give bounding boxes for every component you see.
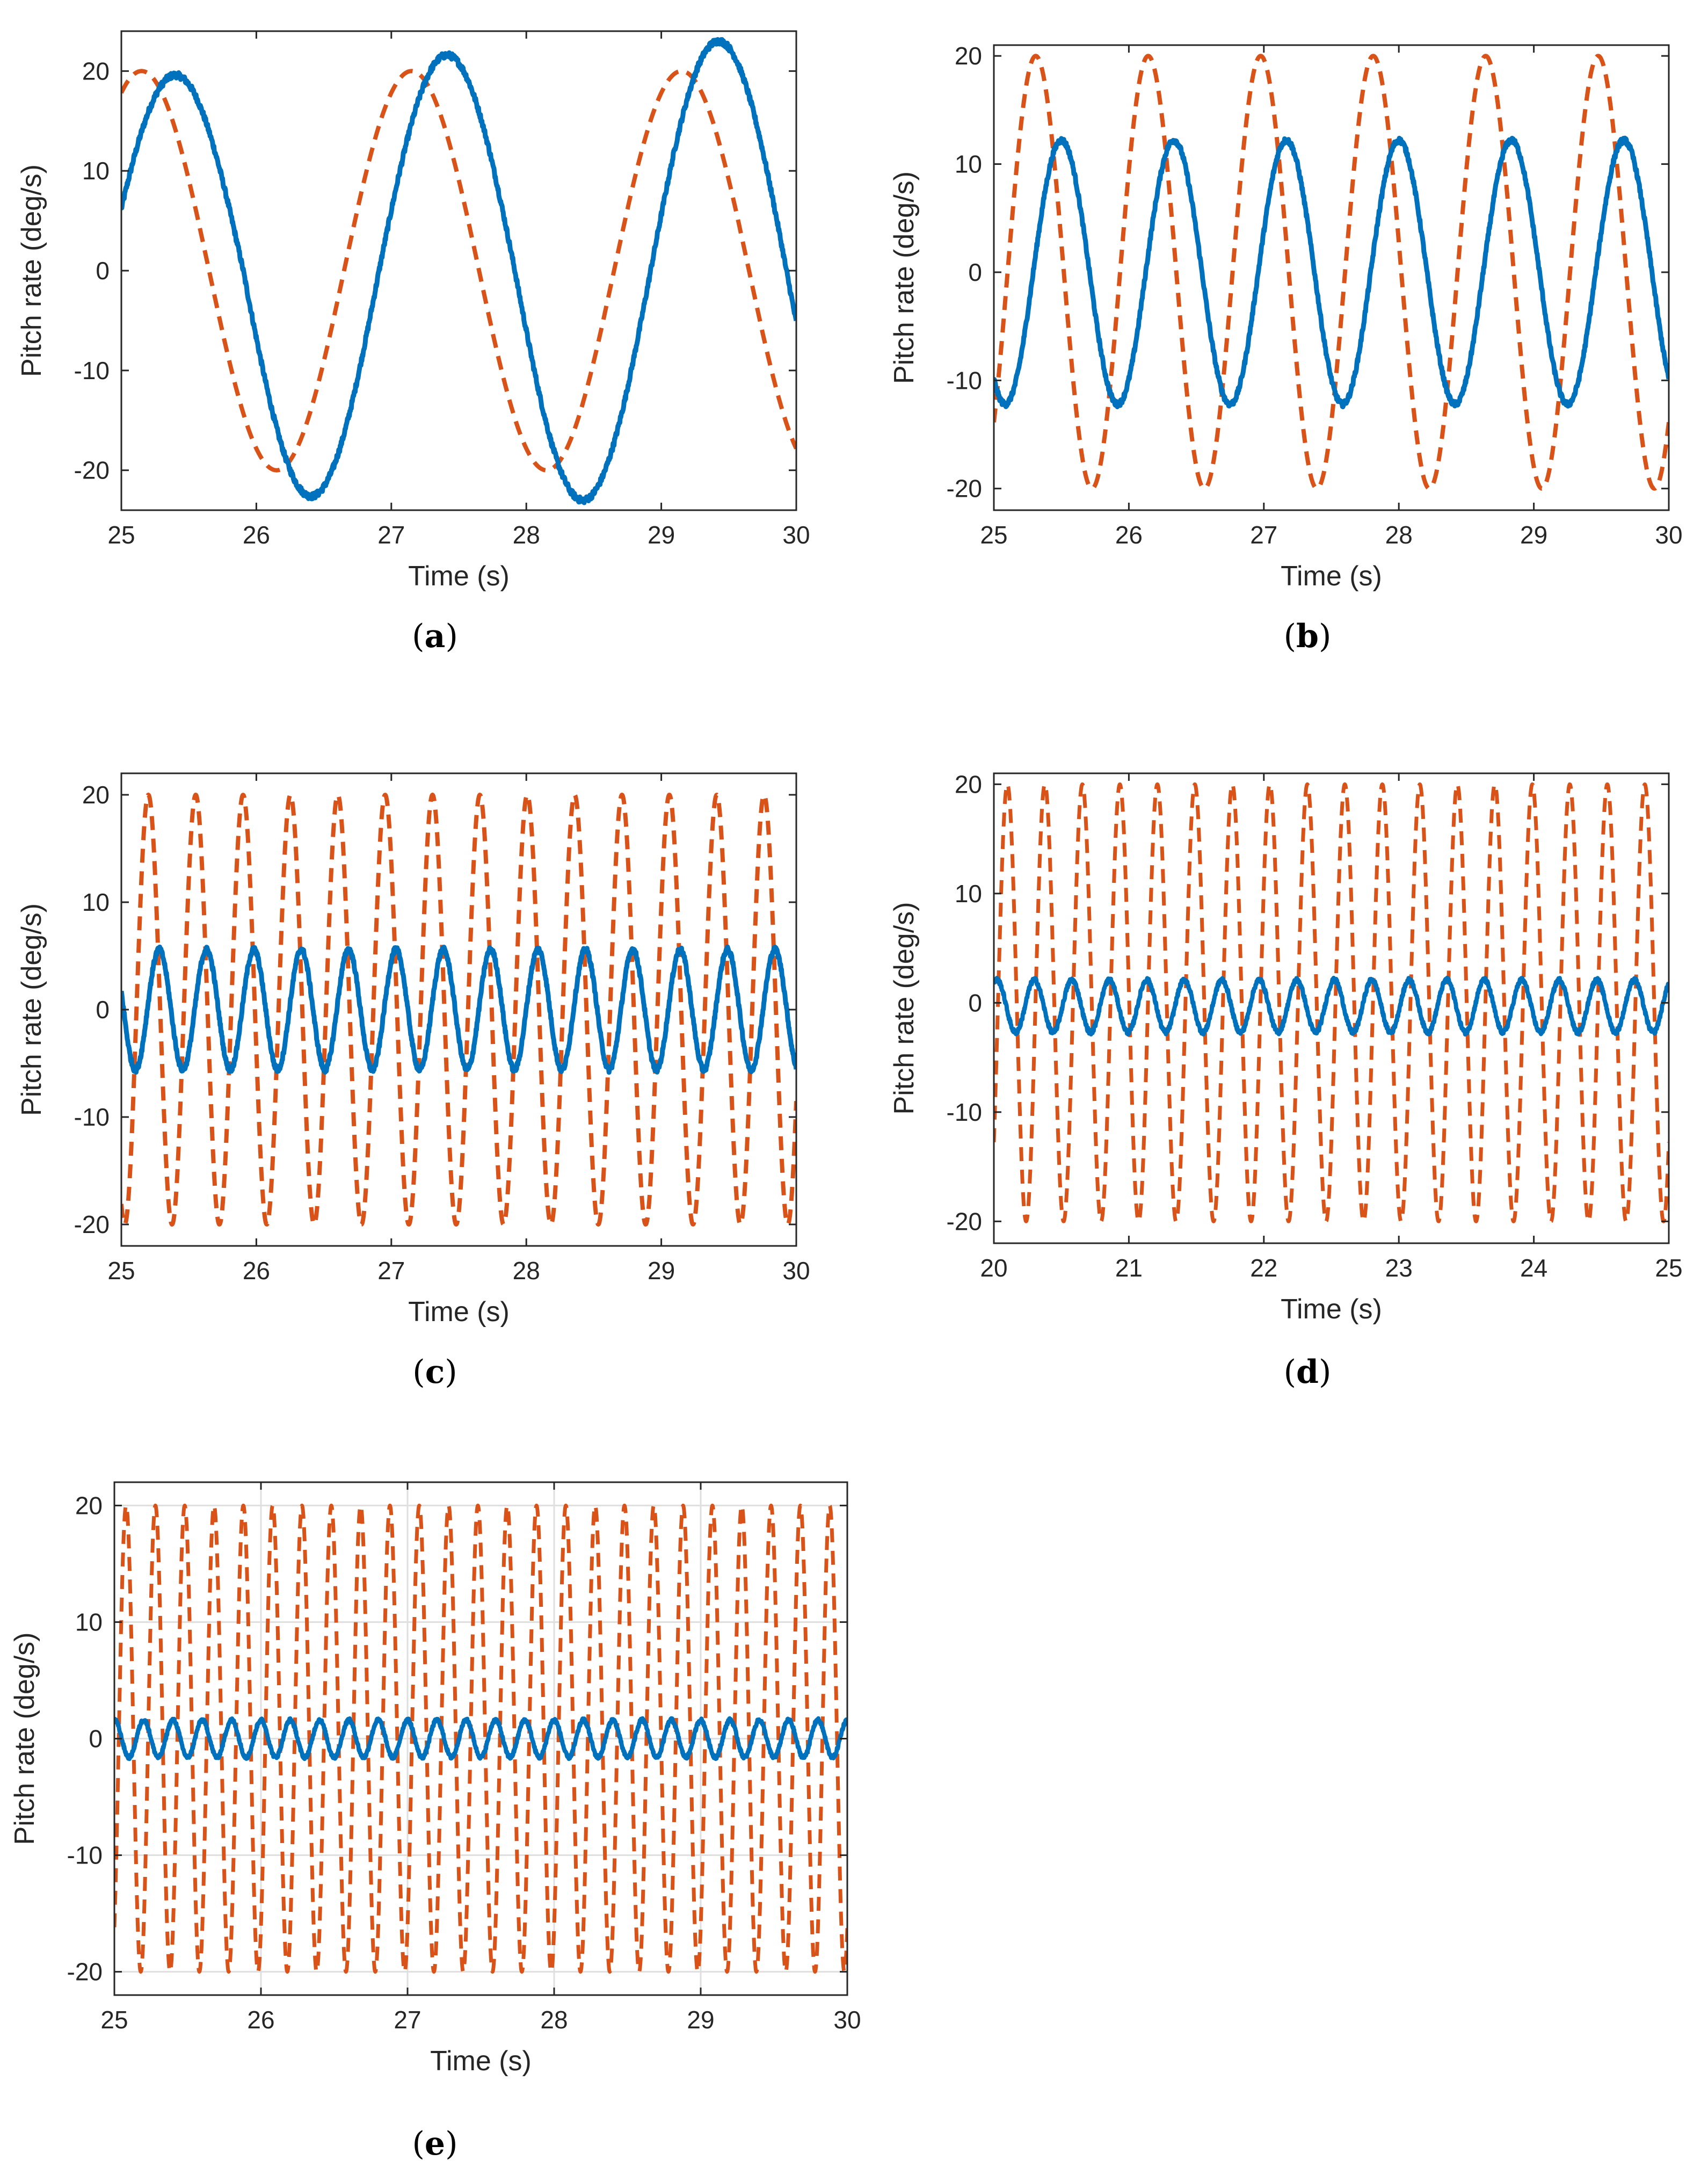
x-axis-label: Time (s) bbox=[1281, 561, 1382, 592]
y-tick-label: 20 bbox=[955, 42, 982, 70]
plot-area bbox=[121, 31, 796, 510]
x-tick-label: 26 bbox=[243, 521, 270, 549]
measured-series-line bbox=[994, 975, 1669, 1037]
x-tick-label: 28 bbox=[513, 1257, 540, 1285]
y-axis-label: Pitch rate (deg/s) bbox=[16, 164, 47, 377]
x-tick-label: 28 bbox=[513, 521, 540, 549]
y-tick-label: -10 bbox=[74, 1103, 110, 1131]
panel-caption: (b) bbox=[1284, 618, 1332, 655]
plot-area bbox=[121, 773, 796, 1246]
measured-series-line bbox=[121, 37, 796, 505]
y-tick-label: 10 bbox=[82, 157, 110, 185]
y-tick-label: -10 bbox=[947, 366, 982, 394]
y-tick-label: 0 bbox=[89, 1725, 103, 1753]
y-tick-label: 20 bbox=[75, 1491, 103, 1519]
chart-panel-b: 25 26 27 28 29 30 -20 -10 0 10 20 Time (s) Pitch rat… bbox=[889, 42, 1683, 655]
measured-series-line bbox=[114, 1716, 847, 1761]
x-tick-label: 25 bbox=[100, 2006, 128, 2034]
x-axis-label: Time (s) bbox=[408, 1296, 510, 1328]
x-axis-label: Time (s) bbox=[408, 561, 510, 592]
reference-series-line bbox=[121, 69, 796, 473]
y-tick-label: 0 bbox=[968, 989, 982, 1017]
measured-series-line bbox=[121, 944, 796, 1075]
y-tick-label: 10 bbox=[955, 880, 982, 908]
x-axis-label: Time (s) bbox=[430, 2046, 532, 2077]
y-axis-label: Pitch rate (deg/s) bbox=[889, 902, 920, 1115]
x-tick-label: 29 bbox=[1520, 521, 1547, 549]
x-tick-label: 30 bbox=[782, 521, 810, 549]
y-tick-label: 10 bbox=[82, 888, 110, 916]
chart-panel-d: 20 21 22 23 24 25 -20 -10 0 10 20 Time (s) Pitch rat… bbox=[889, 770, 1683, 1391]
y-tick-label: -20 bbox=[74, 456, 110, 484]
reference-series-line bbox=[121, 793, 796, 1227]
x-tick-label: 25 bbox=[1655, 1254, 1682, 1282]
reference-series-line bbox=[994, 782, 1669, 1223]
x-tick-label: 26 bbox=[243, 1257, 270, 1285]
x-tick-label: 25 bbox=[980, 521, 1007, 549]
x-tick-label: 25 bbox=[107, 1257, 135, 1285]
y-tick-label: 10 bbox=[955, 150, 982, 178]
y-tick-label: -20 bbox=[67, 1958, 103, 1986]
chart-panel-a: 25 26 27 28 29 30 -20 -10 0 10 20 Time (s) Pitch rat… bbox=[16, 30, 810, 655]
x-tick-label: 24 bbox=[1520, 1254, 1547, 1282]
x-tick-label: 28 bbox=[1385, 521, 1413, 549]
axes-box bbox=[993, 44, 1670, 511]
y-axis-label: Pitch rate (deg/s) bbox=[889, 171, 920, 384]
axes-box bbox=[993, 772, 1670, 1244]
y-tick-label: -20 bbox=[74, 1210, 110, 1238]
y-tick-label: 0 bbox=[968, 258, 982, 286]
x-tick-label: 22 bbox=[1250, 1254, 1277, 1282]
chart-panel-e: 25 26 27 28 29 30 -20 -10 0 10 20 Time (s) Pitch rat… bbox=[9, 1481, 861, 2163]
x-tick-label: 20 bbox=[980, 1254, 1007, 1282]
reference-series-line bbox=[114, 1503, 847, 1974]
y-tick-label: -10 bbox=[67, 1841, 103, 1869]
y-tick-label: 20 bbox=[82, 781, 110, 809]
x-tick-label: 23 bbox=[1385, 1254, 1413, 1282]
panel-caption: (d) bbox=[1284, 1353, 1332, 1391]
x-tick-label: 29 bbox=[648, 1257, 675, 1285]
x-axis-label: Time (s) bbox=[1281, 1294, 1382, 1325]
x-tick-label: 26 bbox=[1115, 521, 1143, 549]
x-tick-label: 27 bbox=[394, 2006, 421, 2034]
panel-caption: (c) bbox=[412, 1353, 457, 1391]
x-tick-label: 27 bbox=[1250, 521, 1277, 549]
measured-series-line bbox=[994, 135, 1669, 410]
x-tick-label: 30 bbox=[1655, 521, 1682, 549]
y-tick-label: 0 bbox=[96, 257, 110, 285]
x-tick-label: 30 bbox=[782, 1257, 810, 1285]
x-tick-label: 25 bbox=[107, 521, 135, 549]
x-tick-label: 27 bbox=[377, 521, 405, 549]
chart-panel-c: 25 26 27 28 29 30 -20 -10 0 10 20 Time (s) Pitch rat… bbox=[16, 772, 810, 1391]
x-tick-label: 29 bbox=[648, 521, 675, 549]
y-tick-label: 0 bbox=[96, 996, 110, 1024]
y-tick-label: -10 bbox=[947, 1098, 982, 1126]
panel-caption: (a) bbox=[412, 618, 458, 655]
x-tick-label: 29 bbox=[687, 2006, 714, 2034]
x-tick-label: 21 bbox=[1115, 1254, 1143, 1282]
x-tick-label: 30 bbox=[833, 2006, 861, 2034]
y-tick-label: 20 bbox=[82, 57, 110, 85]
x-tick-label: 28 bbox=[540, 2006, 568, 2034]
y-tick-label: -20 bbox=[947, 1207, 982, 1235]
y-tick-label: -10 bbox=[74, 357, 110, 385]
x-tick-label: 27 bbox=[377, 1257, 405, 1285]
panel-caption: (e) bbox=[412, 2125, 457, 2163]
x-tick-label: 26 bbox=[247, 2006, 274, 2034]
y-axis-label: Pitch rate (deg/s) bbox=[16, 903, 47, 1116]
y-tick-label: 20 bbox=[955, 770, 982, 798]
y-axis-label: Pitch rate (deg/s) bbox=[9, 1633, 40, 1845]
y-tick-label: -20 bbox=[947, 475, 982, 503]
y-tick-label: 10 bbox=[75, 1608, 103, 1636]
